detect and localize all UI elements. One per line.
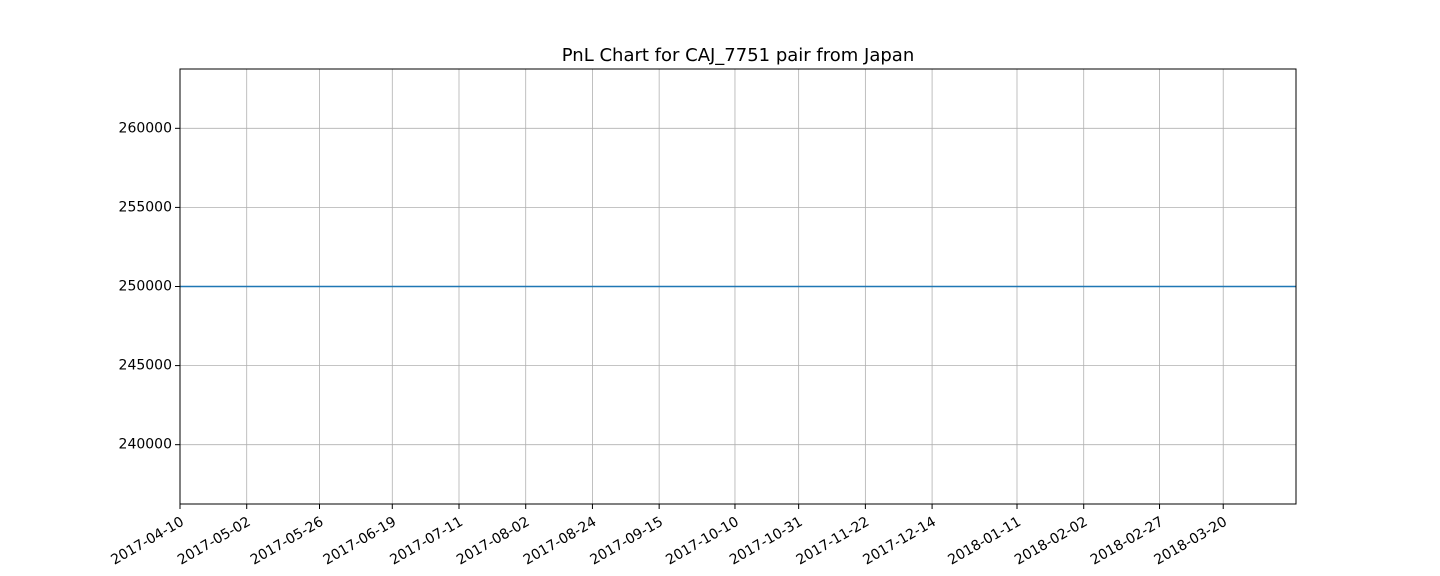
y-axis: 240000 245000 250000 255000 260000 <box>119 120 180 453</box>
y-tick-label: 255000 <box>119 199 172 215</box>
x-tick-label: 2017-08-24 <box>521 514 600 569</box>
y-tick-label: 260000 <box>119 120 172 136</box>
x-tick-label: 2017-05-26 <box>248 514 327 569</box>
x-tick-label: 2017-05-02 <box>175 514 253 569</box>
y-tick-label: 250000 <box>119 279 172 295</box>
x-tick-label: 2017-08-02 <box>454 514 532 569</box>
x-tick-label: 2017-11-22 <box>794 514 872 569</box>
x-tick-label: 2017-06-19 <box>321 514 399 569</box>
x-tick-label: 2018-02-02 <box>1012 514 1090 569</box>
x-tick-label: 2017-04-10 <box>108 514 186 569</box>
chart-title: PnL Chart for CAJ_7751 pair from Japan <box>561 45 915 66</box>
x-tick-label: 2017-09-15 <box>587 514 665 569</box>
x-tick-label: 2018-01-11 <box>945 514 1023 569</box>
x-axis: 2017-04-102017-05-022017-05-262017-06-19… <box>108 504 1230 568</box>
y-tick-label: 240000 <box>119 437 172 453</box>
x-tick-label: 2018-03-20 <box>1152 514 1230 569</box>
y-tick-label: 245000 <box>119 358 172 374</box>
x-tick-label: 2017-12-14 <box>860 514 939 569</box>
x-tick-label: 2017-10-31 <box>727 514 805 569</box>
x-tick-label: 2017-07-11 <box>387 514 465 569</box>
